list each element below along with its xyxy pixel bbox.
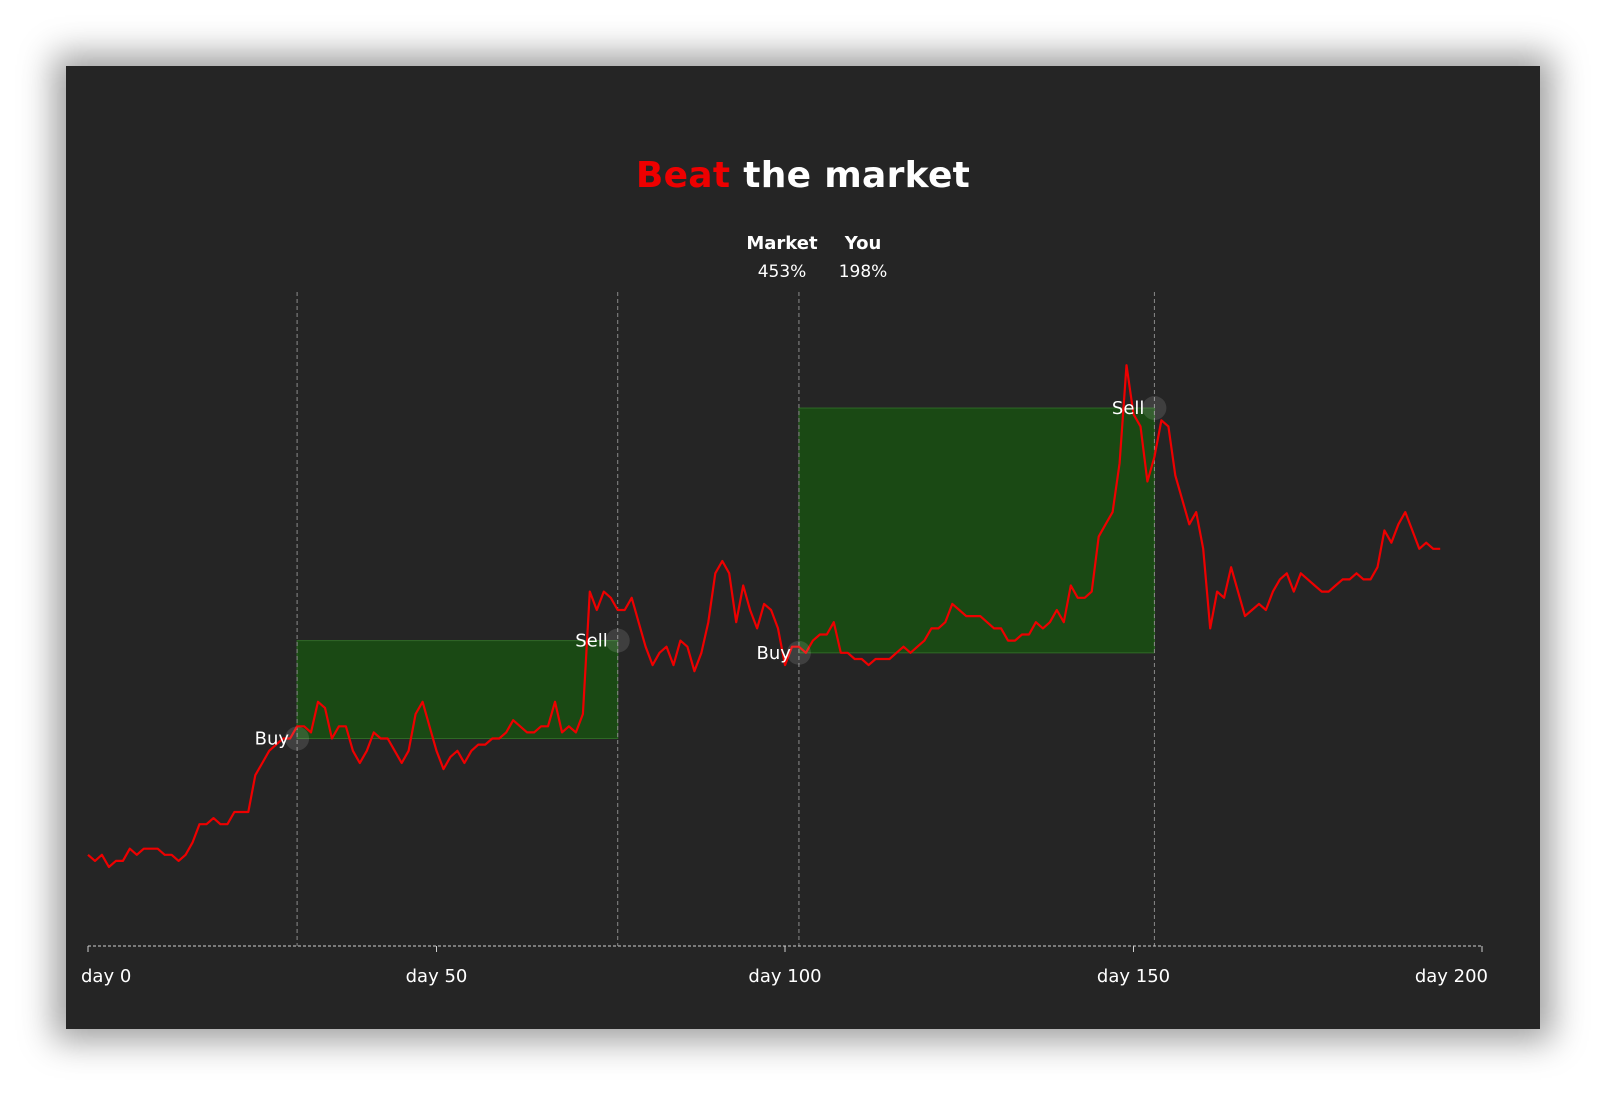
x-tick-label-3: day 150	[1097, 966, 1170, 987]
buy-label-1: Buy	[255, 729, 290, 750]
buy-label-2: Buy	[757, 643, 792, 664]
x-tick-label-0: day 0	[81, 966, 131, 987]
chart-panel: Beat the market Market 453% You 198% Buy…	[66, 66, 1540, 1029]
x-tick-label-4: day 200	[1415, 966, 1488, 987]
sell-point-1	[606, 629, 630, 653]
x-tick-label-2: day 100	[748, 966, 821, 987]
holding-period-1	[297, 641, 618, 739]
sell-point-2	[1142, 396, 1166, 420]
sell-label-2: Sell	[1112, 398, 1145, 419]
sell-label-1: Sell	[575, 631, 608, 652]
price-line	[88, 365, 1440, 867]
x-tick-label-1: day 50	[406, 966, 468, 987]
price-chart: Buy Sell Buy Sell day 0 day 50 day 100 day 150 d…	[66, 66, 1540, 1029]
